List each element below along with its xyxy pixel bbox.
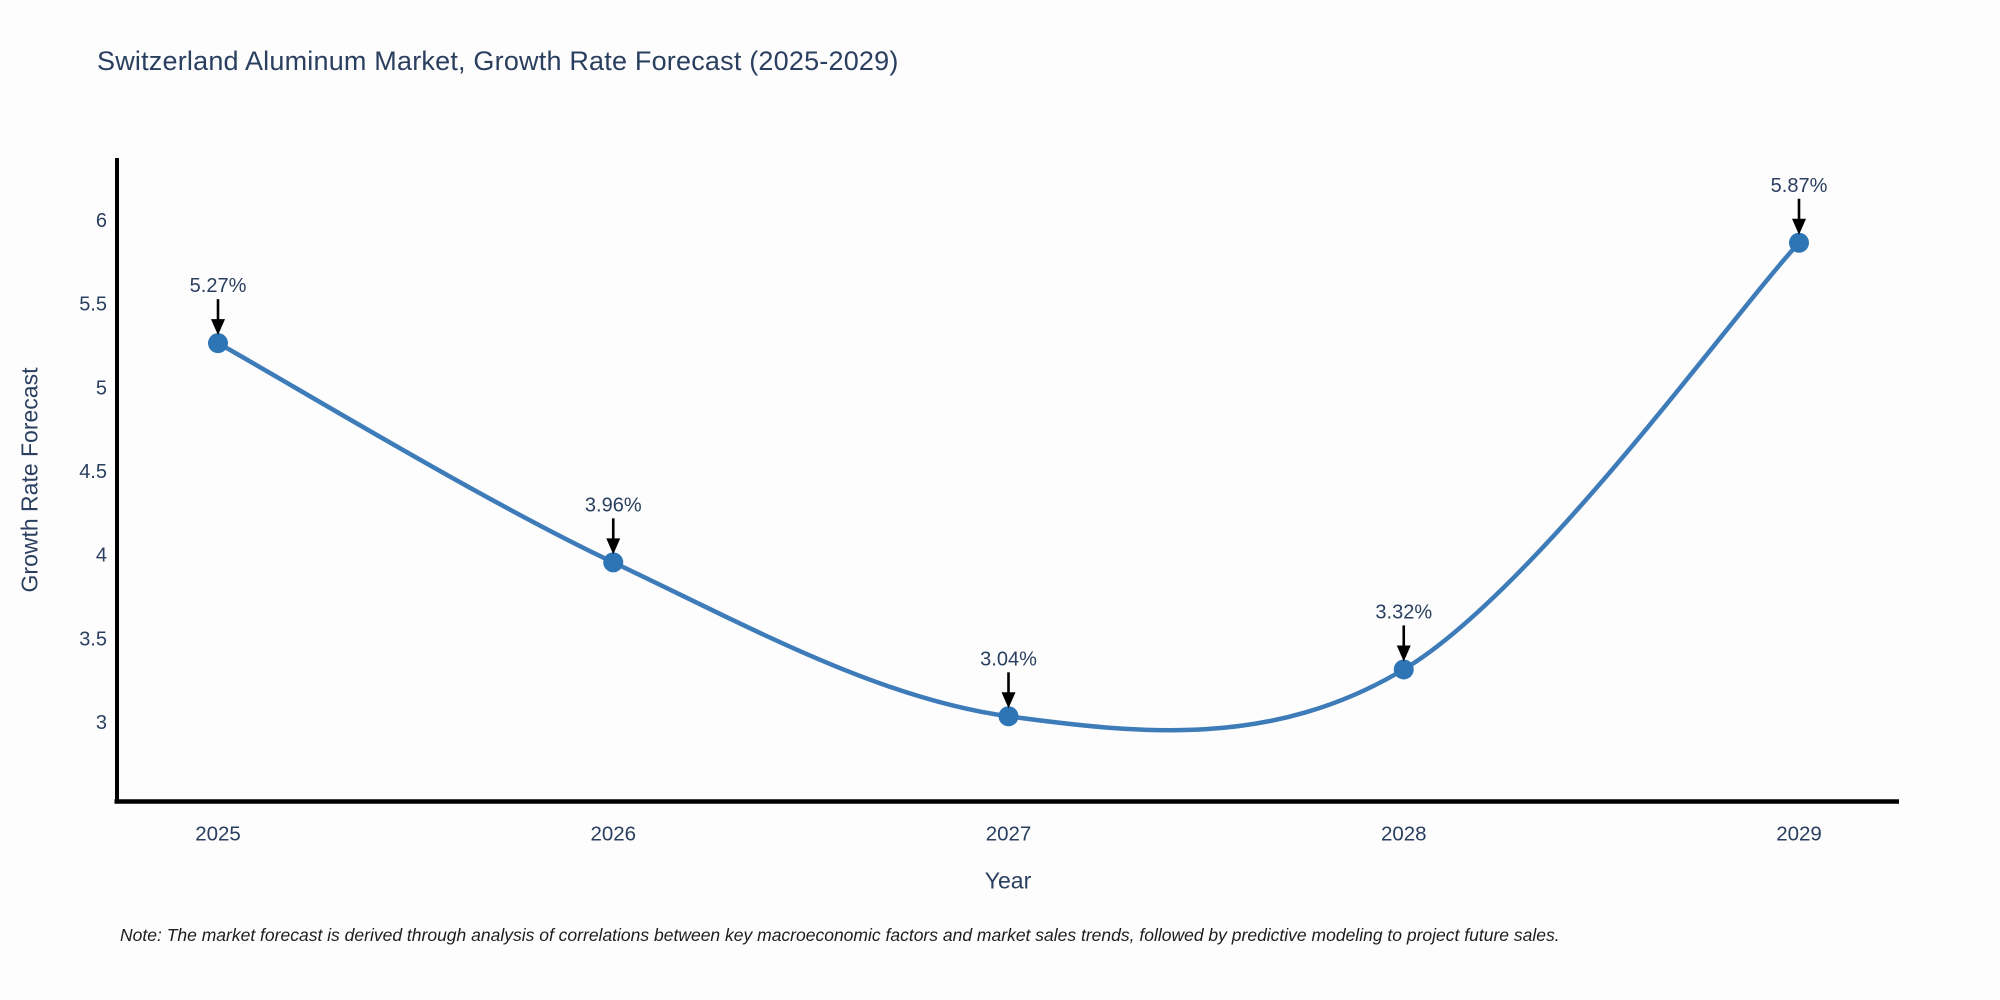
y-tick-label: 4.5: [79, 461, 107, 483]
annotation-value-label: 3.04%: [980, 648, 1037, 670]
x-tick-label: 2027: [986, 822, 1032, 845]
annotation-value-label: 5.87%: [1771, 175, 1828, 197]
annotation-value-label: 3.96%: [585, 494, 642, 516]
x-axis-title: Year: [984, 867, 1032, 894]
footnote: Note: The market forecast is derived thr…: [120, 925, 1560, 945]
x-tick-label: 2026: [590, 822, 636, 845]
annotation-value-label: 3.32%: [1375, 601, 1432, 623]
annotation-arrowhead-icon: [1792, 218, 1806, 235]
data-point-marker-2027: [998, 706, 1019, 727]
data-point-marker-2025: [208, 333, 228, 354]
annotation-arrowhead-icon: [1001, 692, 1016, 709]
annotation-value-label: 5.27%: [190, 275, 247, 297]
annotation-arrowhead-icon: [1396, 645, 1411, 662]
x-tick-label: 2028: [1381, 822, 1427, 845]
chart-title: Switzerland Aluminum Market, Growth Rate…: [97, 46, 899, 76]
data-point-marker-2029: [1789, 232, 1809, 253]
x-tick-label: 2029: [1776, 822, 1822, 845]
y-tick-label: 3: [96, 712, 107, 734]
annotation-arrowhead-icon: [211, 319, 225, 336]
y-tick-label: 4: [96, 545, 107, 567]
annotation-arrowhead-icon: [606, 538, 621, 555]
y-tick-label: 5: [96, 377, 107, 399]
y-axis-title: Growth Rate Forecast: [16, 367, 43, 593]
x-tick-label: 2025: [195, 822, 241, 845]
data-point-marker-2028: [1393, 659, 1414, 680]
data-point-marker-2026: [603, 552, 624, 573]
y-tick-label: 3.5: [79, 628, 107, 650]
y-tick-label: 6: [96, 210, 107, 232]
y-tick-label: 5.5: [79, 294, 107, 316]
